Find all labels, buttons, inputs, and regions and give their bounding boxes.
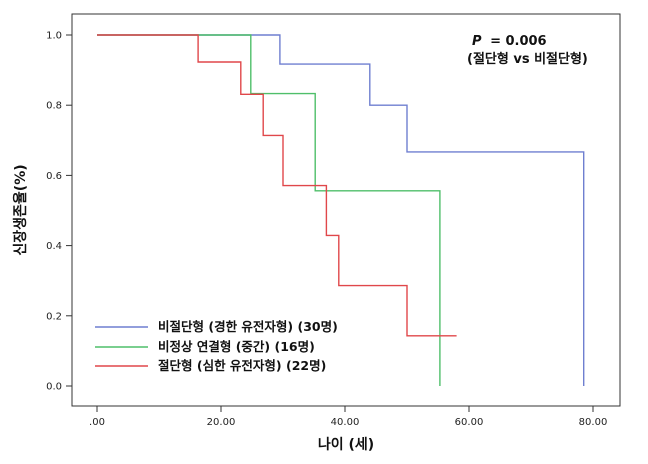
plot-frame <box>71 13 621 407</box>
x-axis-label: 나이 (세) <box>318 436 374 453</box>
x-tick-label: 60.00 <box>455 417 484 428</box>
p-value: = 0.006 <box>490 34 547 49</box>
x-tick-label: .00 <box>89 417 105 428</box>
legend: 비절단형 (경한 유전자형) (30명) 비정상 연결형 (중간) (16명) 절단… <box>95 319 338 373</box>
series-line-2 <box>97 34 441 386</box>
legend-label: 절단형 (심한 유전자형) (22명) <box>158 358 326 373</box>
legend-label: 비정상 연결형 (중간) (16명) <box>158 339 315 354</box>
y-axis-label: 신장생존율(%) <box>12 164 29 255</box>
y-tick-label: 0.8 <box>46 101 62 112</box>
y-tick-label: 0.4 <box>46 241 62 252</box>
y-tick-label: 0.2 <box>46 311 62 322</box>
y-tick-label: 1.0 <box>46 31 62 42</box>
p-value-annotation: P = 0.006 (절단형 vs 비절단형) <box>467 34 588 67</box>
series-layer <box>97 34 585 386</box>
p-comparison: (절단형 vs 비절단형) <box>467 51 588 67</box>
x-tick-label: 20.00 <box>207 417 236 428</box>
y-tick-label: 0.6 <box>46 171 62 182</box>
legend-label: 비절단형 (경한 유전자형) (30명) <box>158 319 338 334</box>
p-label: P <box>472 34 482 49</box>
y-tick-label: 0.0 <box>46 382 62 393</box>
series-line-1 <box>97 34 585 386</box>
x-tick-label: 40.00 <box>331 417 360 428</box>
series-line-3 <box>97 34 457 337</box>
y-axis: 0.0 0.2 0.4 0.6 0.8 1.0 <box>46 31 72 393</box>
x-tick-label: 80.00 <box>579 417 608 428</box>
svg-text:P = 0.006: P = 0.006 <box>472 34 547 49</box>
x-axis: .00 20.00 40.00 60.00 80.00 <box>89 406 607 428</box>
